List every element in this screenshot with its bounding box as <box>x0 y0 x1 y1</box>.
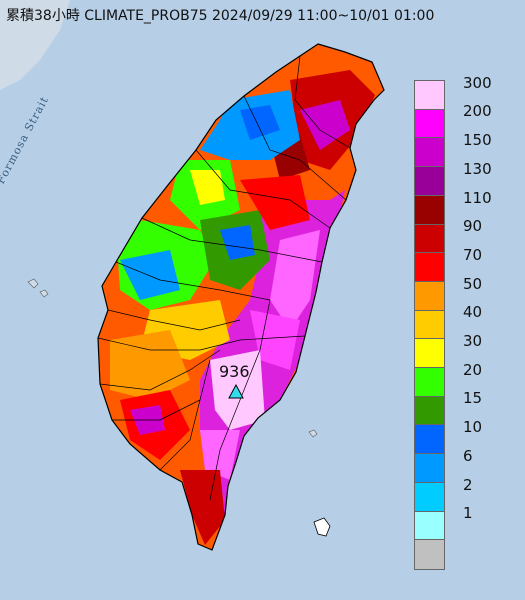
legend-swatch <box>415 396 444 426</box>
legend-label: 130 <box>463 159 492 178</box>
legend-label: 6 <box>463 446 473 465</box>
legend-swatch <box>415 425 444 455</box>
legend-swatch <box>415 339 444 369</box>
legend-label: 70 <box>463 245 483 264</box>
legend-swatch <box>415 109 444 139</box>
legend-swatch <box>415 281 444 311</box>
legend-swatch <box>415 138 444 168</box>
legend-label: 10 <box>463 418 483 437</box>
legend-swatch <box>415 511 444 541</box>
legend-swatch <box>415 482 444 512</box>
legend-label: 20 <box>463 360 483 379</box>
penghu-islands <box>27 278 49 298</box>
max-rain-marker-icon <box>228 383 244 399</box>
legend-swatch <box>415 310 444 340</box>
legend-swatch <box>415 167 444 196</box>
legend-swatch <box>415 253 444 282</box>
legend-label: 30 <box>463 332 483 351</box>
color-legend <box>414 80 445 570</box>
map-title: 累積38小時 CLIMATE_PROB75 2024/09/29 11:00~1… <box>6 8 435 24</box>
legend-swatch <box>415 195 444 225</box>
legend-label: 90 <box>463 217 483 236</box>
legend-swatch <box>415 224 444 254</box>
legend-label: 15 <box>463 389 483 408</box>
legend-swatch <box>415 540 444 569</box>
legend-swatch <box>415 81 444 110</box>
legend-label: 110 <box>463 188 492 207</box>
legend-swatch <box>415 454 444 483</box>
legend-label: 200 <box>463 102 492 121</box>
legend-label: 50 <box>463 274 483 293</box>
legend-label: 300 <box>463 73 492 92</box>
legend-label: 1 <box>463 504 473 523</box>
green-island <box>308 429 318 438</box>
legend-swatch <box>415 368 444 397</box>
max-value-label: 936 <box>219 362 250 381</box>
legend-label: 40 <box>463 303 483 322</box>
orchid-island <box>313 517 331 537</box>
legend-label: 150 <box>463 131 492 150</box>
legend-label: 2 <box>463 475 473 494</box>
